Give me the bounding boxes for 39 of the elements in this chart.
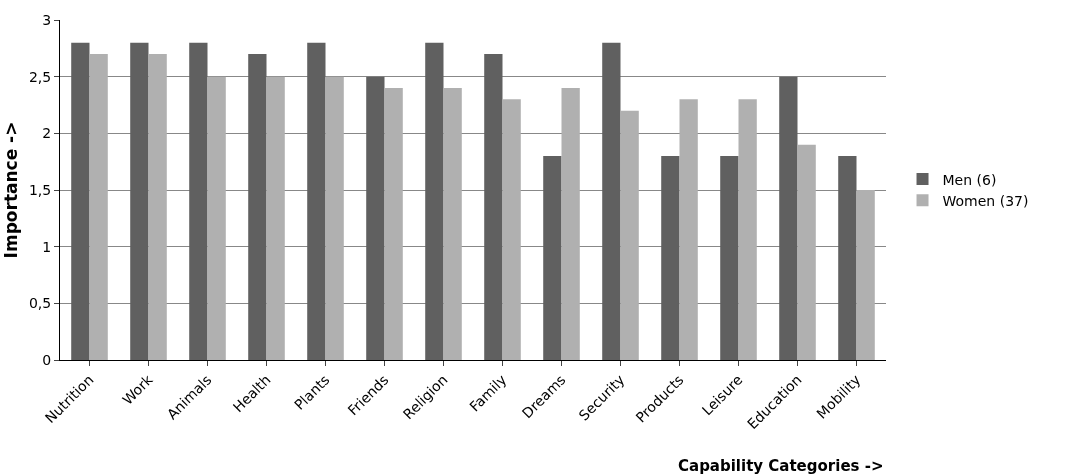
bar bbox=[307, 42, 326, 360]
bar bbox=[620, 110, 639, 360]
bar bbox=[738, 99, 757, 360]
bar bbox=[856, 190, 875, 360]
bar bbox=[425, 42, 444, 360]
bar bbox=[543, 156, 562, 360]
y-tick-label: 0,5 bbox=[28, 295, 52, 312]
bar bbox=[89, 54, 108, 360]
bar bbox=[248, 54, 267, 360]
bar bbox=[561, 88, 580, 360]
bar bbox=[484, 54, 503, 360]
y-tick-label: 2 bbox=[42, 125, 52, 142]
bar bbox=[325, 76, 344, 360]
bar bbox=[797, 144, 816, 360]
legend-label: Men (6) bbox=[942, 171, 997, 188]
bar bbox=[71, 42, 90, 360]
bar bbox=[130, 42, 149, 360]
bar bbox=[189, 42, 208, 360]
y-tick-label: 2,5 bbox=[28, 68, 52, 85]
y-tick-label: 0 bbox=[42, 351, 52, 368]
bar bbox=[148, 54, 167, 360]
bar bbox=[502, 99, 521, 360]
y-tick-label: 1,5 bbox=[28, 181, 52, 198]
bar bbox=[679, 99, 698, 360]
bar bbox=[661, 156, 680, 360]
bar bbox=[266, 76, 285, 360]
y-tick-label: 3 bbox=[42, 11, 52, 28]
bar bbox=[602, 42, 621, 360]
bar bbox=[838, 156, 857, 360]
bar bbox=[443, 88, 462, 360]
x-axis-title: Capability Categories -> bbox=[678, 457, 884, 475]
bar bbox=[779, 76, 798, 360]
y-axis-title: Importance -> bbox=[1, 121, 22, 259]
bar bbox=[207, 76, 226, 360]
bar bbox=[366, 76, 385, 360]
bar bbox=[720, 156, 739, 360]
y-tick-label: 1 bbox=[42, 238, 52, 255]
bar bbox=[384, 88, 403, 360]
legend-label: Women (37) bbox=[942, 192, 1029, 209]
